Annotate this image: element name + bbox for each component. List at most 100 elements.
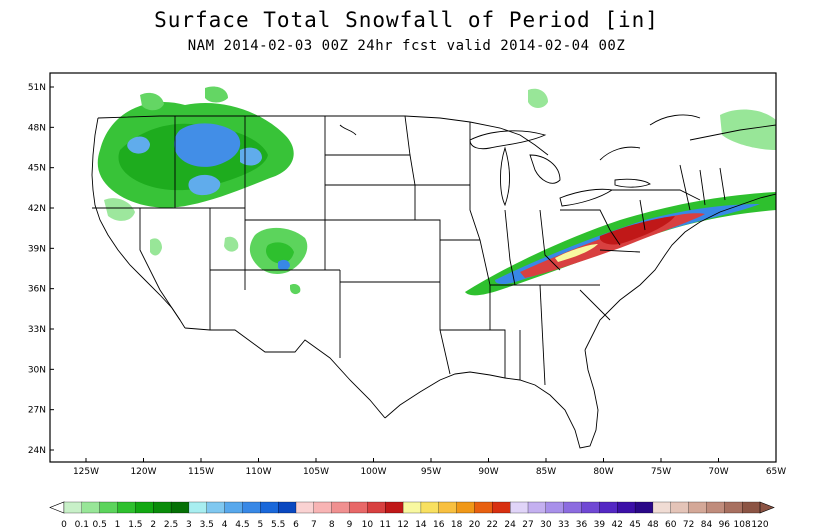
legend-label: 11 (380, 520, 391, 530)
legend-swatch (81, 501, 101, 514)
mexico-border (184, 327, 386, 419)
legend-swatch (724, 501, 743, 514)
legend-label: 60 (665, 520, 677, 530)
lat-label: 48N (28, 123, 46, 133)
east-coastline (584, 193, 776, 351)
legend-labels: 0 0.1 0.5 1 1.5 2 2.5 3 3.5 4 4.5 5 5.5 6 7 8 9 10 11 12 14 1… (61, 520, 769, 530)
legend-label: 22 (487, 520, 498, 530)
legend-label: 0 (61, 520, 67, 530)
legend-label: 1.5 (128, 520, 142, 530)
legend-label: 0.5 (93, 520, 107, 530)
legend-label: 4 (222, 520, 228, 530)
legend-swatch (563, 501, 582, 514)
legend-swatch (224, 501, 243, 514)
legend-label: 24 (504, 520, 516, 530)
legend-swatch (438, 501, 458, 514)
lon-label: 75W (651, 467, 671, 477)
lon-label: 95W (421, 467, 441, 477)
legend-label: 1 (115, 520, 121, 530)
map-subtitle: NAM 2014-02-03 00Z 24hr fcst valid 2014-… (187, 38, 626, 54)
lat-label: 39N (28, 244, 46, 254)
lat-label: 30N (28, 365, 46, 375)
lon-label: 120W (130, 467, 156, 477)
legend-swatch (242, 501, 261, 514)
lake-ontario (614, 178, 651, 188)
legend-label: 33 (558, 520, 569, 530)
legend-label: 2.5 (164, 520, 178, 530)
legend-swatch (135, 501, 154, 514)
legend-label: 72 (683, 520, 694, 530)
legend-bar (49, 501, 775, 514)
map-title: Surface Total Snowfall of Period [in] (154, 8, 659, 32)
lon-label: 80W (593, 467, 613, 477)
lon-label: 65W (766, 467, 786, 477)
lake-erie (559, 188, 614, 207)
legend-swatch (456, 501, 475, 514)
canada-border (97, 115, 549, 156)
legend-label: 3.5 (200, 520, 214, 530)
gulf-coast (384, 349, 599, 449)
legend-swatch (742, 501, 761, 514)
map-frame (49, 72, 777, 463)
legend-label: 6 (293, 520, 299, 530)
lat-label: 51N (28, 83, 46, 93)
legend-right-arrow (759, 501, 775, 514)
legend-swatch (367, 501, 386, 514)
legend-label: 120 (751, 520, 768, 530)
legend-swatch (153, 501, 172, 514)
legend-label: 10 (362, 520, 374, 530)
lon-label: 70W (708, 467, 728, 477)
legend-swatch (634, 501, 654, 514)
legend-label: 39 (594, 520, 606, 530)
lon-label: 115W (188, 467, 214, 477)
legend-label: 0.1 (75, 520, 89, 530)
lon-label: 100W (360, 467, 386, 477)
legend-swatch (170, 501, 190, 514)
legend-swatch (688, 501, 707, 514)
legend-label: 18 (451, 520, 463, 530)
legend-label: 36 (576, 520, 588, 530)
longitude-labels: 125W 120W 115W 110W 105W 100W 95W 90W 85W 80W 75W 7… (73, 458, 786, 477)
lake-michigan (500, 146, 510, 207)
legend-label: 2 (150, 520, 156, 530)
lon-label: 105W (303, 467, 329, 477)
legend-swatch (278, 501, 297, 514)
legend-label: 7 (311, 520, 317, 530)
legend-swatch (545, 501, 565, 514)
lat-label: 36N (28, 285, 46, 295)
legend-swatch (492, 501, 511, 514)
legend-swatch (527, 501, 547, 514)
lon-label: 125W (73, 467, 99, 477)
legend-label: 12 (397, 520, 408, 530)
snow-region-northeast-band (465, 88, 776, 296)
legend-label: 4.5 (235, 520, 249, 530)
legend-label: 48 (647, 520, 659, 530)
legend-label: 20 (469, 520, 481, 530)
legend-swatch (581, 501, 600, 514)
legend-label: 96 (719, 520, 731, 530)
legend-label: 8 (329, 520, 335, 530)
legend-label: 3 (186, 520, 192, 530)
legend-swatch (295, 501, 315, 514)
legend-label: 108 (734, 520, 751, 530)
west-coastline (91, 117, 186, 329)
legend-swatch (349, 501, 368, 514)
legend-swatch (706, 501, 725, 514)
legend-label: 42 (612, 520, 623, 530)
lake-huron (529, 154, 561, 184)
legend-label: 5 (257, 520, 263, 530)
lon-label: 85W (536, 467, 556, 477)
legend-swatch (402, 501, 422, 514)
legend-swatch (599, 501, 618, 514)
legend-label: 14 (415, 520, 427, 530)
legend-label: 27 (522, 520, 533, 530)
legend-swatch (652, 501, 672, 514)
legend-label: 84 (701, 520, 713, 530)
legend-swatch (313, 501, 333, 514)
lat-label: 33N (28, 325, 46, 335)
legend-swatch (117, 501, 136, 514)
lat-label: 42N (28, 204, 46, 214)
legend-swatch (63, 501, 83, 514)
